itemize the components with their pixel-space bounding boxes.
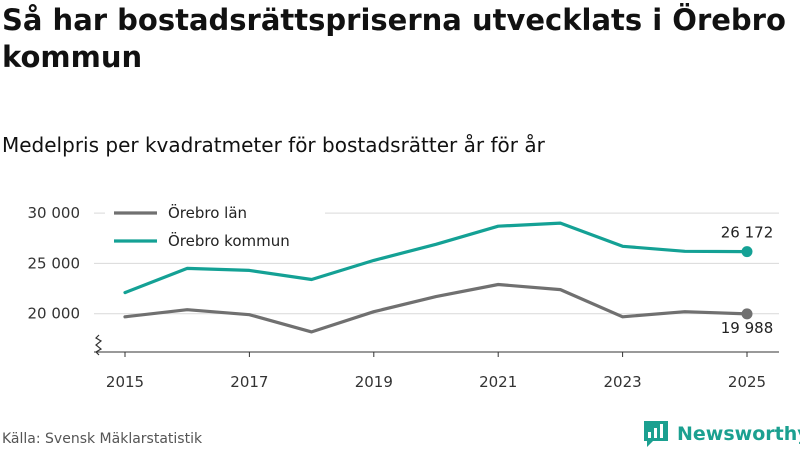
chart-subtitle: Medelpris per kvadratmeter för bostadsrä…	[2, 133, 545, 157]
axis-break-icon	[95, 334, 103, 356]
source-note: Källa: Svensk Mäklarstatistik	[2, 431, 203, 447]
legend-label-lan: Örebro län	[168, 203, 247, 222]
series-line-lan	[123, 282, 749, 334]
y-tick-label: 30 000	[28, 204, 81, 222]
x-tick-label: 2015	[106, 373, 144, 391]
axes: 20 000 25 000 30 000 2015 2017 2019 2021 2023 20…	[28, 204, 779, 391]
series-lines	[123, 221, 753, 334]
newsworthy-logo: Newsworthy	[643, 419, 800, 449]
end-point-lan	[741, 308, 753, 320]
x-tick-label: 2019	[355, 373, 393, 391]
bar-chart-icon	[644, 421, 668, 447]
x-tick-label: 2025	[728, 373, 766, 391]
series-line-kommun	[123, 221, 749, 295]
end-point-kommun	[741, 246, 753, 258]
legend: Örebro län Örebro kommun	[105, 202, 325, 260]
x-tick-label: 2021	[479, 373, 517, 391]
end-labels: 19 988 26 172	[721, 224, 774, 337]
x-tick-label: 2017	[230, 373, 268, 391]
line-chart: 20 000 25 000 30 000 2015 2017 2019 2021 2023 20…	[28, 202, 779, 391]
brand-name: Newsworthy	[677, 423, 800, 445]
legend-label-kommun: Örebro kommun	[168, 231, 290, 250]
y-tick-label: 20 000	[28, 305, 81, 323]
end-value-label-lan: 19 988	[721, 319, 774, 337]
end-value-label-kommun: 26 172	[721, 224, 774, 242]
y-tick-label: 25 000	[28, 254, 81, 272]
chart-title: Så har bostadsrättspriserna utvecklats i…	[2, 3, 786, 74]
x-tick-label: 2023	[604, 373, 642, 391]
